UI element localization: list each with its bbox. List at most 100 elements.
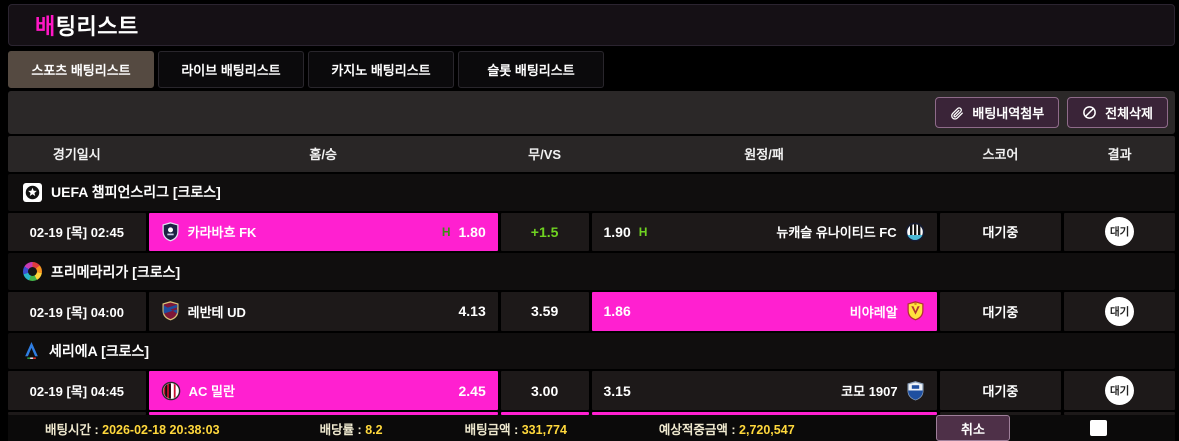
table-header-row: 경기일시 홈/승 무/VS 원정/패 스코어 결과 (8, 136, 1175, 172)
result-badge: 대기 (1105, 376, 1135, 406)
result-cell: 대기 (1064, 212, 1175, 252)
score-status: 대기중 (939, 291, 1062, 331)
score-status: 대기중 (939, 212, 1062, 252)
delete-all-button[interactable]: 전체삭제 (1067, 97, 1168, 129)
league-header-serie-a: 세리에A [크로스] (8, 332, 1175, 370)
handicap-tag: H (441, 224, 451, 239)
toolbar: 배팅내역첨부 전체삭제 (8, 91, 1175, 135)
col-header-away-lose: 원정/패 (744, 147, 784, 163)
home-pick-levante[interactable]: 레반테 UD 4.13 (148, 291, 498, 331)
match-row: 02-19 [목] 02:45 카라바흐 FK H 1.80 +1.5 1.90… (8, 212, 1175, 252)
away-team-name: 비야레알 (849, 304, 898, 320)
page-title: 배팅리스트 (35, 9, 139, 41)
home-odds: 2.45 (458, 382, 486, 399)
ac-milan-crest-icon (161, 381, 181, 401)
page-title-rest: 팅리스트 (55, 13, 139, 39)
page-title-accent: 배 (35, 13, 56, 39)
cancel-button-label: 취소 (961, 421, 985, 437)
away-pick-newcastle[interactable]: 1.90 H 뉴캐슬 유나이티드 FC (591, 212, 937, 252)
bet-amount: 배팅금액 : 331,774 (465, 419, 567, 438)
col-header-draw-vs: 무/VS (528, 147, 562, 163)
laliga-logo-icon (23, 262, 42, 282)
draw-pick[interactable]: 3.00 (500, 371, 589, 411)
expected-winnings-value: 2,720,547 (739, 422, 795, 437)
paperclip-icon (950, 106, 964, 120)
draw-value: 3.00 (530, 382, 559, 399)
bet-amount-value: 331,774 (521, 422, 567, 437)
home-odds: 1.80 (458, 223, 486, 240)
tab-label: 슬롯 배팅리스트 (487, 63, 575, 79)
tab-casino-betting-list[interactable]: 카지노 배팅리스트 (308, 50, 454, 89)
col-header-result: 결과 (1107, 147, 1132, 163)
bet-time-value: 2026-02-18 20:38:03 (102, 422, 220, 437)
expected-winnings: 예상적중금액 : 2,720,547 (659, 419, 795, 438)
result-badge: 대기 (1105, 217, 1135, 247)
away-pick-villarreal[interactable]: 1.86 비야레알 (591, 291, 937, 331)
draw-value: +1.5 (530, 223, 559, 240)
ucl-logo-icon (23, 182, 42, 202)
attach-button-label: 배팅내역첨부 (972, 106, 1045, 122)
match-time: 02-19 [목] 04:00 (8, 291, 146, 331)
league-name: UEFA 챔피언스리그 [크로스] (51, 184, 221, 201)
levante-crest-icon (161, 301, 180, 321)
cancel-button[interactable]: 취소 (936, 415, 1010, 441)
select-bet-checkbox[interactable] (1090, 420, 1107, 437)
league-header-primera-liga: 프리메라리가 [크로스] (8, 253, 1175, 290)
como-crest-icon (906, 380, 925, 401)
league-name: 프리메라리가 [크로스] (51, 263, 181, 280)
handicap-tag: H (638, 224, 648, 239)
home-team-name: 카라바흐 FK (187, 225, 257, 241)
partial-next-row (8, 412, 1175, 416)
league-header-uefa-champions-league: UEFA 챔피언스리그 [크로스] (8, 173, 1175, 211)
attach-betting-history-button[interactable]: 배팅내역첨부 (935, 97, 1060, 129)
qarabag-crest-icon (161, 222, 180, 242)
away-team-name: 뉴캐슬 유나이티드 FC (776, 225, 897, 241)
away-odds: 1.90 (603, 223, 631, 240)
expected-winnings-label: 예상적중금액 : (658, 422, 736, 437)
draw-pick[interactable]: +1.5 (500, 212, 589, 252)
away-odds: 3.15 (603, 382, 631, 399)
tab-label: 카지노 배팅리스트 (331, 63, 431, 79)
bet-amount-label: 배팅금액 : (464, 422, 519, 437)
total-odds-value: 8.2 (365, 422, 383, 437)
home-odds: 4.13 (458, 303, 486, 320)
tab-label: 라이브 배팅리스트 (181, 63, 281, 79)
title-bar: 배팅리스트 (8, 4, 1175, 46)
away-pick-como[interactable]: 3.15 코모 1907 (591, 371, 937, 411)
draw-value: 3.59 (530, 303, 559, 320)
away-odds: 1.86 (603, 303, 631, 320)
tab-live-betting-list[interactable]: 라이브 배팅리스트 (158, 50, 304, 89)
home-pick-qarabag[interactable]: 카라바흐 FK H 1.80 (148, 212, 498, 252)
villarreal-crest-icon (906, 301, 925, 321)
col-header-score: 스코어 (982, 147, 1019, 163)
col-header-home-win: 홈/승 (309, 147, 337, 163)
tab-sports-betting-list[interactable]: 스포츠 배팅리스트 (8, 50, 154, 89)
home-team-name: AC 밀란 (188, 384, 235, 400)
total-odds-label: 배당률 : (319, 422, 362, 437)
match-row: 02-19 [목] 04:45 AC 밀란 2.45 3.00 3.15 코모 … (8, 371, 1175, 411)
seriea-logo-icon (23, 341, 40, 360)
away-team-name: 코모 1907 (841, 384, 898, 400)
match-time: 02-19 [목] 02:45 (8, 212, 146, 252)
delete-all-button-label: 전체삭제 (1105, 106, 1153, 122)
home-pick-ac-milan[interactable]: AC 밀란 2.45 (148, 371, 498, 411)
tab-bar: 스포츠 배팅리스트 라이브 배팅리스트 카지노 배팅리스트 슬롯 배팅리스트 (8, 50, 1175, 89)
home-team-name: 레반테 UD (187, 304, 246, 320)
tab-label: 스포츠 배팅리스트 (31, 63, 131, 79)
newcastle-crest-icon (905, 222, 925, 242)
bet-time-label: 배팅시간 : (45, 422, 99, 437)
match-time: 02-19 [목] 04:45 (8, 371, 146, 411)
result-badge: 대기 (1105, 296, 1135, 326)
league-name: 세리에A [크로스] (49, 342, 150, 359)
tab-slot-betting-list[interactable]: 슬롯 배팅리스트 (458, 50, 604, 89)
result-cell: 대기 (1064, 371, 1175, 411)
result-cell: 대기 (1064, 291, 1175, 331)
bet-time: 배팅시간 : 2026-02-18 20:38:03 (45, 419, 220, 438)
block-icon (1082, 105, 1097, 120)
col-header-match-time: 경기일시 (52, 147, 101, 163)
match-row: 02-19 [목] 04:00 레반테 UD 4.13 3.59 1.86 비야… (8, 291, 1175, 331)
total-odds: 배당률 : 8.2 (320, 419, 383, 438)
draw-pick[interactable]: 3.59 (500, 291, 589, 331)
score-status: 대기중 (939, 371, 1062, 411)
